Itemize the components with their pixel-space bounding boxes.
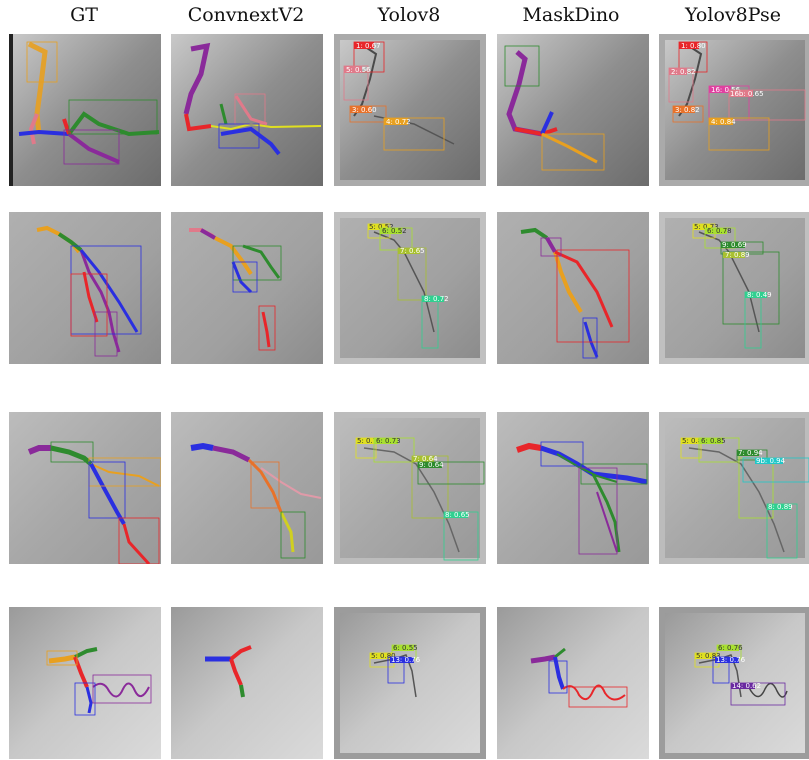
image-row1-gt — [9, 34, 161, 186]
svg-text:7: 0.65: 7: 0.65 — [400, 247, 425, 255]
image-row4-maskdino — [497, 607, 649, 759]
column-header-maskdino: MaskDino — [522, 4, 620, 26]
box-label: 1: 0.67 — [356, 42, 381, 50]
svg-text:1: 0.80: 1: 0.80 — [681, 42, 706, 50]
svg-text:8: 0.49: 8: 0.49 — [747, 291, 772, 299]
svg-text:6: 0.55: 6: 0.55 — [393, 644, 418, 652]
svg-text:8: 0.89: 8: 0.89 — [768, 503, 793, 511]
svg-text:4: 0.84: 4: 0.84 — [711, 118, 736, 126]
svg-text:5: 0.75: 5: 0.75 — [357, 437, 382, 445]
svg-text:6: 0.73: 6: 0.73 — [376, 437, 401, 445]
svg-text:13: 0.76: 13: 0.76 — [391, 656, 421, 664]
svg-text:9: 0.69: 9: 0.69 — [722, 241, 747, 249]
svg-text:16: 0.56: 16: 0.56 — [711, 86, 741, 94]
image-row1-convnextv2 — [171, 34, 323, 186]
svg-text:6: 0.52: 6: 0.52 — [382, 227, 407, 235]
image-row4-gt — [9, 607, 161, 759]
column-header-yolov8pse: Yolov8Pse — [685, 4, 781, 26]
image-row1-yolov8pse: 1: 0.80 2: 0.82 16: 0.56 16b: 0.65 3: 0.… — [659, 34, 809, 186]
svg-text:6: 0.76: 6: 0.76 — [718, 644, 743, 652]
svg-text:2: 0.82: 2: 0.82 — [671, 68, 696, 76]
image-row3-yolov8pse: 5: 0.80 6: 0.85 7: 0.94 9b: 0.94 8: 0.89 — [659, 412, 809, 564]
svg-text:3: 0.60: 3: 0.60 — [352, 106, 377, 114]
svg-text:7: 0.89: 7: 0.89 — [725, 251, 750, 259]
column-header-gt: GT — [70, 4, 98, 26]
column-header-yolov8: Yolov8 — [377, 4, 441, 26]
svg-text:5: 0.80: 5: 0.80 — [682, 437, 707, 445]
svg-text:6: 0.85: 6: 0.85 — [701, 437, 726, 445]
svg-text:5: 0.56: 5: 0.56 — [346, 66, 371, 74]
image-row2-gt — [9, 212, 161, 364]
svg-text:5: 0.52: 5: 0.52 — [369, 223, 394, 231]
svg-text:14: 0.62: 14: 0.62 — [732, 682, 761, 690]
svg-text:13: 0.76: 13: 0.76 — [716, 656, 746, 664]
svg-text:7: 0.64: 7: 0.64 — [413, 455, 438, 463]
image-row2-yolov8pse: 5: 0.73 6: 0.78 9: 0.69 7: 0.89 8: 0.49 — [659, 212, 809, 364]
image-row1-maskdino — [497, 34, 649, 186]
image-row3-maskdino — [497, 412, 649, 564]
svg-text:3: 0.82: 3: 0.82 — [675, 106, 700, 114]
svg-text:8: 0.72: 8: 0.72 — [424, 295, 449, 303]
image-row2-convnextv2 — [171, 212, 323, 364]
image-row2-yolov8: 5: 0.52 6: 0.52 7: 0.65 8: 0.72 — [334, 212, 486, 364]
svg-text:8: 0.65: 8: 0.65 — [445, 511, 470, 519]
image-row3-yolov8: 5: 0.75 6: 0.73 7: 0.64 9: 0.64 8: 0.65 — [334, 412, 486, 564]
svg-text:9: 0.64: 9: 0.64 — [419, 461, 444, 469]
svg-text:6: 0.78: 6: 0.78 — [707, 227, 732, 235]
image-row3-gt — [9, 412, 161, 564]
image-row4-convnextv2 — [171, 607, 323, 759]
svg-text:7: 0.94: 7: 0.94 — [738, 449, 763, 457]
image-row2-maskdino — [497, 212, 649, 364]
svg-text:5: 0.83: 5: 0.83 — [696, 652, 721, 660]
column-header-convnextv2: ConvnextV2 — [187, 4, 305, 26]
svg-text:5: 0.73: 5: 0.73 — [694, 223, 719, 231]
image-row1-yolov8: 1: 0.67 5: 0.56 3: 0.60 4: 0.72 — [334, 34, 486, 186]
image-row4-yolov8: 6: 0.55 5: 0.80 13: 0.76 — [334, 607, 486, 759]
svg-text:9b: 0.94: 9b: 0.94 — [756, 457, 786, 465]
svg-text:4: 0.72: 4: 0.72 — [386, 118, 411, 126]
image-row3-convnextv2 — [171, 412, 323, 564]
svg-text:5: 0.80: 5: 0.80 — [371, 652, 396, 660]
svg-text:16b: 0.65: 16b: 0.65 — [730, 90, 764, 98]
image-row4-yolov8pse: 6: 0.76 5: 0.83 13: 0.76 14: 0.62 — [659, 607, 809, 759]
